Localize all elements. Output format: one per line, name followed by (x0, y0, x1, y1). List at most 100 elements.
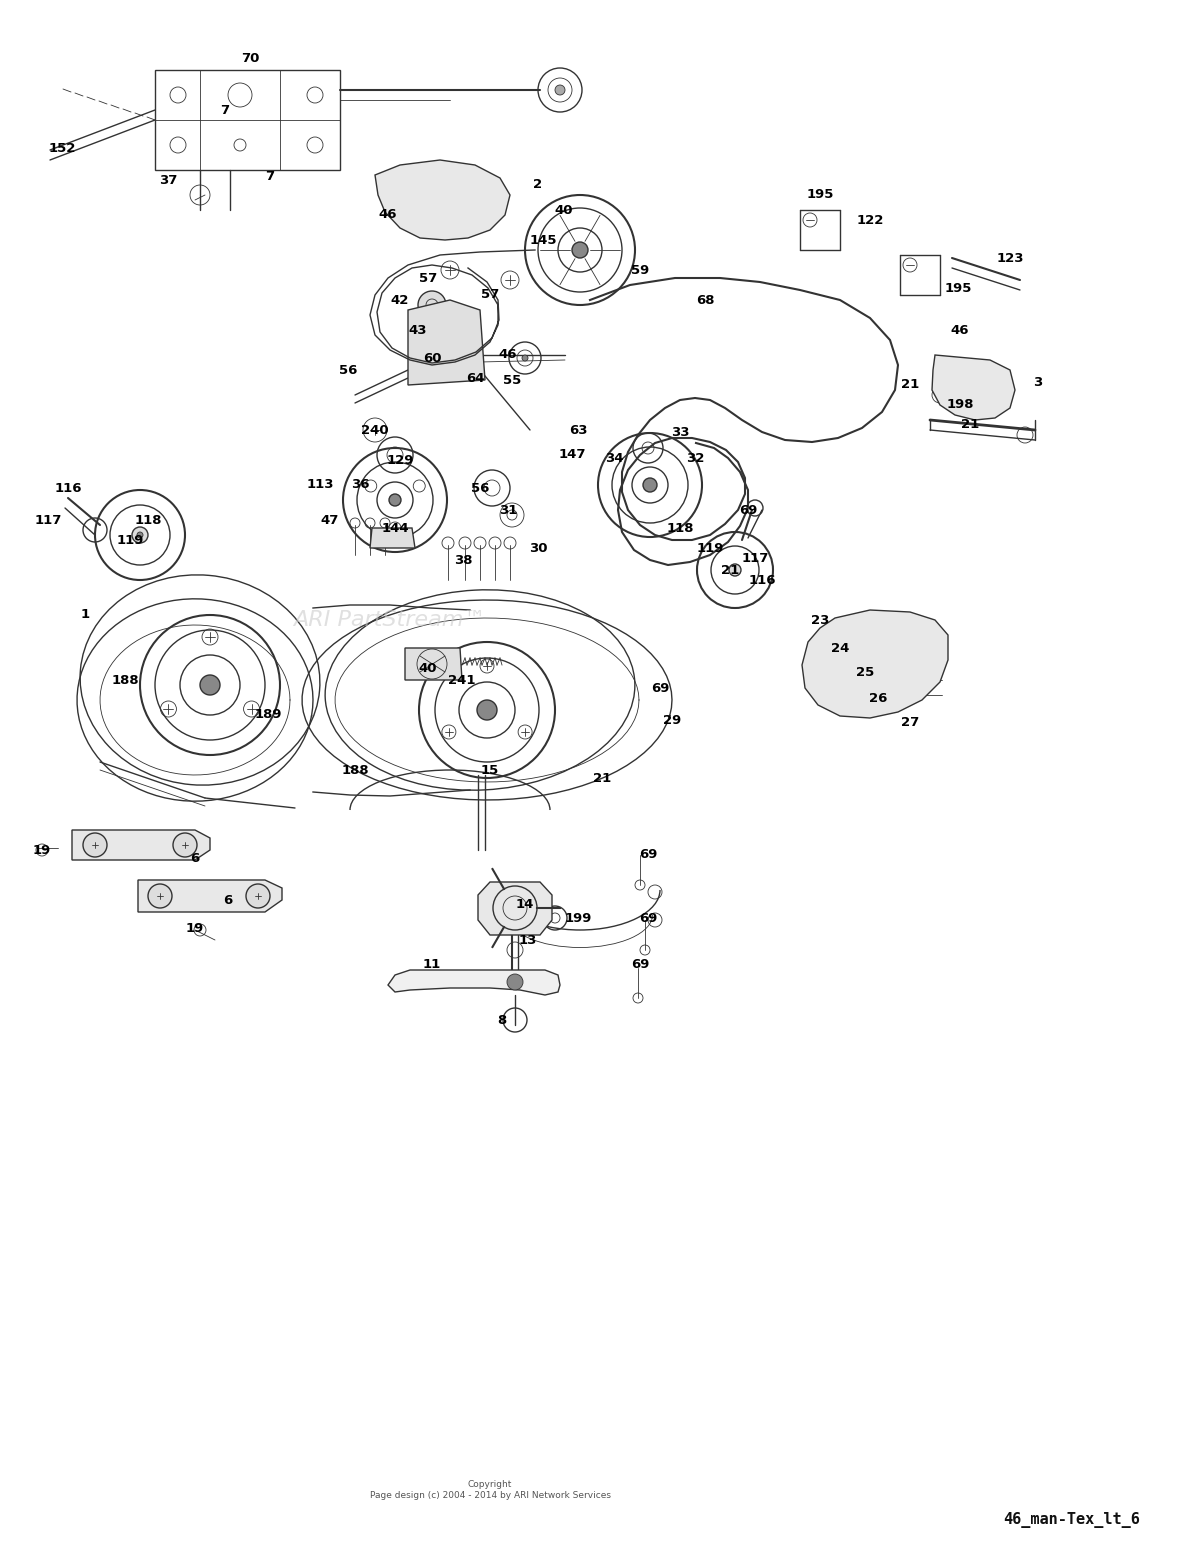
Text: 57: 57 (419, 271, 437, 284)
Text: 60: 60 (422, 352, 441, 364)
Text: 147: 147 (558, 448, 585, 462)
Text: 46: 46 (379, 208, 398, 222)
Text: 2: 2 (533, 178, 543, 191)
Text: 3: 3 (1034, 375, 1043, 388)
Text: 21: 21 (961, 419, 979, 431)
Circle shape (132, 527, 148, 543)
Polygon shape (388, 969, 560, 996)
Text: 40: 40 (419, 661, 438, 675)
Text: 195: 195 (806, 189, 834, 202)
Polygon shape (405, 648, 463, 679)
Circle shape (417, 324, 448, 357)
Text: 32: 32 (686, 451, 704, 464)
Text: 19: 19 (33, 844, 51, 856)
Text: 14: 14 (516, 898, 535, 912)
Text: 29: 29 (663, 713, 681, 726)
Circle shape (389, 495, 401, 506)
Text: 195: 195 (944, 281, 971, 295)
Text: 40: 40 (555, 203, 573, 217)
Text: 34: 34 (604, 451, 623, 464)
Text: 69: 69 (631, 959, 649, 971)
Circle shape (507, 974, 523, 990)
Text: 113: 113 (307, 479, 334, 492)
Polygon shape (375, 160, 510, 240)
Circle shape (83, 833, 107, 858)
Text: 198: 198 (946, 399, 973, 411)
Polygon shape (72, 830, 210, 859)
Text: 31: 31 (499, 504, 517, 516)
Text: 118: 118 (667, 521, 694, 535)
Circle shape (137, 532, 143, 538)
Text: 116: 116 (54, 481, 81, 495)
Text: 42: 42 (391, 293, 409, 307)
Circle shape (418, 292, 446, 320)
Text: 129: 129 (386, 453, 414, 467)
Text: 19: 19 (186, 921, 204, 935)
Text: 116: 116 (748, 574, 775, 586)
Text: 47: 47 (321, 513, 339, 526)
Polygon shape (932, 355, 1015, 420)
Text: 117: 117 (34, 513, 61, 526)
Text: ARI PartStream™: ARI PartStream™ (294, 610, 486, 630)
Circle shape (555, 85, 565, 95)
Text: 70: 70 (241, 51, 260, 65)
Text: 69: 69 (638, 848, 657, 861)
Text: 46: 46 (499, 349, 517, 361)
Text: 43: 43 (408, 324, 427, 337)
Circle shape (729, 565, 741, 575)
Text: 188: 188 (341, 763, 369, 777)
Text: 241: 241 (448, 673, 476, 687)
Text: 27: 27 (900, 715, 919, 729)
Text: 119: 119 (117, 534, 144, 546)
Circle shape (148, 884, 172, 907)
Circle shape (199, 675, 219, 695)
Text: 240: 240 (361, 423, 389, 436)
Text: 69: 69 (638, 912, 657, 924)
Text: 7: 7 (266, 171, 275, 183)
Text: 64: 64 (466, 372, 484, 385)
Text: 117: 117 (741, 552, 768, 565)
Text: 59: 59 (631, 264, 649, 276)
Polygon shape (371, 527, 415, 548)
Circle shape (245, 884, 270, 907)
Circle shape (477, 700, 497, 720)
Text: 1: 1 (80, 608, 90, 622)
Text: 7: 7 (221, 104, 230, 116)
Text: 63: 63 (569, 423, 588, 436)
Text: 24: 24 (831, 642, 850, 655)
Polygon shape (478, 883, 552, 935)
Text: 189: 189 (254, 709, 282, 721)
Text: Copyright
Page design (c) 2004 - 2014 by ARI Network Services: Copyright Page design (c) 2004 - 2014 by… (369, 1480, 610, 1500)
Text: 188: 188 (111, 673, 139, 687)
Text: 123: 123 (996, 251, 1024, 265)
Circle shape (522, 355, 527, 361)
Text: 37: 37 (159, 174, 177, 186)
Polygon shape (802, 610, 948, 718)
Circle shape (572, 242, 588, 257)
Text: 33: 33 (670, 425, 689, 439)
Text: 21: 21 (721, 563, 739, 577)
Text: 69: 69 (739, 504, 758, 516)
Text: 15: 15 (481, 763, 499, 777)
Text: 152: 152 (48, 141, 76, 155)
Text: 118: 118 (135, 513, 162, 526)
Text: 56: 56 (471, 481, 490, 495)
Polygon shape (408, 299, 485, 385)
Text: 6: 6 (190, 851, 199, 864)
Text: 26: 26 (868, 692, 887, 704)
Text: 8: 8 (498, 1013, 506, 1027)
Text: 55: 55 (503, 374, 522, 386)
Text: 30: 30 (529, 541, 548, 555)
Text: 38: 38 (454, 554, 472, 566)
Text: 23: 23 (811, 614, 830, 627)
Text: 21: 21 (592, 771, 611, 785)
Text: 57: 57 (481, 288, 499, 301)
Circle shape (643, 478, 657, 492)
Text: 21: 21 (900, 378, 919, 391)
Text: 13: 13 (519, 934, 537, 946)
Text: 69: 69 (651, 681, 669, 695)
Text: 68: 68 (696, 293, 714, 307)
Text: 46_man-Tex_lt_6: 46_man-Tex_lt_6 (1003, 1512, 1140, 1528)
Text: 11: 11 (422, 959, 441, 971)
Circle shape (173, 833, 197, 858)
